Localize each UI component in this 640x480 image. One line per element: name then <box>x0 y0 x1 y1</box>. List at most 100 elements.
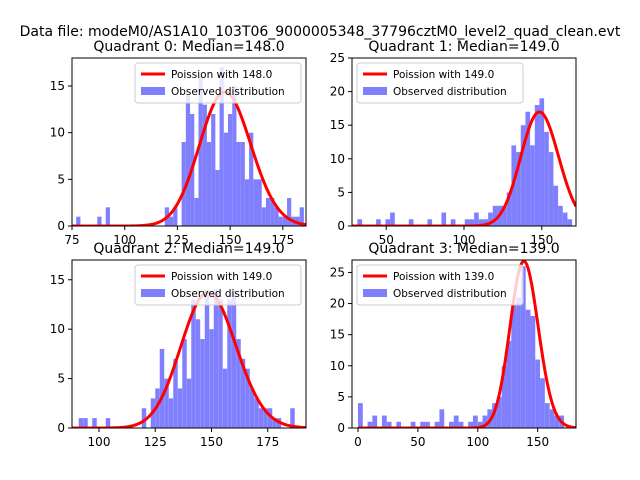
histogram-bar <box>449 421 454 428</box>
histogram-bar <box>472 415 478 428</box>
histogram-bar <box>525 111 531 226</box>
histogram-bar <box>520 266 526 428</box>
histogram-bar <box>562 212 568 226</box>
histogram-bar <box>249 132 254 226</box>
histogram-bar <box>410 421 416 428</box>
x-tick-label: 125 <box>166 233 189 247</box>
histogram-bar <box>483 219 489 226</box>
histogram-bar <box>520 125 526 226</box>
histogram-bar <box>159 348 165 428</box>
histogram-bar <box>396 421 402 428</box>
histogram-bar <box>164 378 169 428</box>
histogram-bar <box>420 421 426 428</box>
histogram-bar <box>299 207 304 226</box>
histogram-bar <box>501 365 507 428</box>
histogram-bar <box>222 368 228 428</box>
y-tick-label: 0 <box>337 421 345 435</box>
legend-label-poisson: Poission with 149.0 <box>393 69 494 81</box>
histogram-bar <box>272 418 277 428</box>
histogram-bar <box>245 368 250 428</box>
histogram-bar <box>213 289 219 428</box>
histogram-bar <box>244 179 250 226</box>
legend: Poission with 148.0 Observed distribution <box>134 62 302 104</box>
histogram-bar <box>228 114 233 226</box>
histogram-bar <box>195 319 201 428</box>
x-tick-label: 100 <box>466 435 489 449</box>
histogram-bar <box>506 340 512 428</box>
x-tick-label: 100 <box>453 233 476 247</box>
histogram-bar <box>200 339 205 428</box>
histogram-bar <box>270 198 275 226</box>
subplot-quadrant-0: 75 100 125 150 175 0 5 10 15 Quadrant 0: Median=1… <box>50 39 307 247</box>
legend-label-observed: Observed distribution <box>171 288 285 300</box>
histogram-bar <box>177 388 183 428</box>
histogram-bar <box>287 198 292 226</box>
histogram-bar <box>191 299 196 428</box>
histogram-bar <box>278 216 283 226</box>
subplot-title: Quadrant 0: Median=148.0 <box>93 39 284 55</box>
legend-bar-swatch <box>141 87 165 95</box>
histogram-bar <box>209 329 214 428</box>
histogram-bar <box>227 299 232 428</box>
plot-area <box>72 67 306 226</box>
legend-bar-swatch <box>363 289 387 297</box>
histogram-bar <box>390 212 395 226</box>
x-tick-label: 150 <box>219 233 242 247</box>
histogram-bar <box>236 339 241 428</box>
histogram-bar <box>482 415 488 428</box>
histogram-bar <box>274 207 279 226</box>
histogram-bar <box>204 289 210 428</box>
x-tick-label: 100 <box>88 435 111 449</box>
legend-label-poisson: Poission with 149.0 <box>171 271 272 283</box>
histogram-bar <box>105 207 110 226</box>
histogram-bar <box>450 219 456 226</box>
histogram-bar <box>458 421 464 428</box>
histogram-bar <box>185 95 191 226</box>
histogram-bar <box>506 192 512 226</box>
histogram-bar <box>549 409 555 428</box>
y-tick-label: 5 <box>337 390 345 404</box>
histogram-bar <box>267 408 273 428</box>
legend-label-poisson: Poission with 139.0 <box>393 271 494 283</box>
y-tick-label: 15 <box>330 328 345 342</box>
histogram-bar <box>544 403 550 428</box>
histogram-bar <box>558 205 563 226</box>
x-tick-label: 75 <box>64 233 79 247</box>
y-tick-label: 15 <box>50 273 65 287</box>
y-tick-label: 5 <box>337 185 345 199</box>
x-tick-label: 175 <box>271 233 294 247</box>
histogram-bar <box>367 421 373 428</box>
y-tick-label: 10 <box>330 359 345 373</box>
y-tick-label: 0 <box>337 219 345 233</box>
histogram-bar <box>261 207 266 226</box>
histogram-bar <box>206 142 212 226</box>
histogram-bar <box>464 219 470 226</box>
histogram-bar <box>516 297 521 428</box>
histogram-bar <box>554 415 560 428</box>
y-tick-label: 10 <box>50 322 65 336</box>
histogram-bar <box>381 415 387 428</box>
histogram-bar <box>372 415 378 428</box>
subplot-title: Quadrant 1: Median=149.0 <box>368 39 559 55</box>
histogram-bar <box>434 421 440 428</box>
y-tick-label: 5 <box>57 372 65 386</box>
legend-box <box>356 264 524 306</box>
histogram-bar <box>427 219 433 226</box>
histogram-bar <box>105 418 111 428</box>
y-tick-label: 25 <box>330 265 345 279</box>
subplot-quadrant-1: 50 100 150 0 5 10 15 20 25 Quadrant 1: Median=149… <box>330 39 577 247</box>
histogram-bar <box>219 67 224 226</box>
histogram-bar <box>168 398 174 428</box>
histogram-bar <box>236 142 241 226</box>
histogram-bar <box>511 303 517 428</box>
y-tick-label: 15 <box>50 79 65 93</box>
histogram-bar <box>257 179 262 226</box>
histogram-bar <box>254 398 259 428</box>
histogram-bar <box>492 205 498 226</box>
x-tick-label: 150 <box>526 435 549 449</box>
histogram-bar <box>408 219 414 226</box>
histogram-bar <box>539 98 545 226</box>
histogram-bar <box>218 299 223 428</box>
